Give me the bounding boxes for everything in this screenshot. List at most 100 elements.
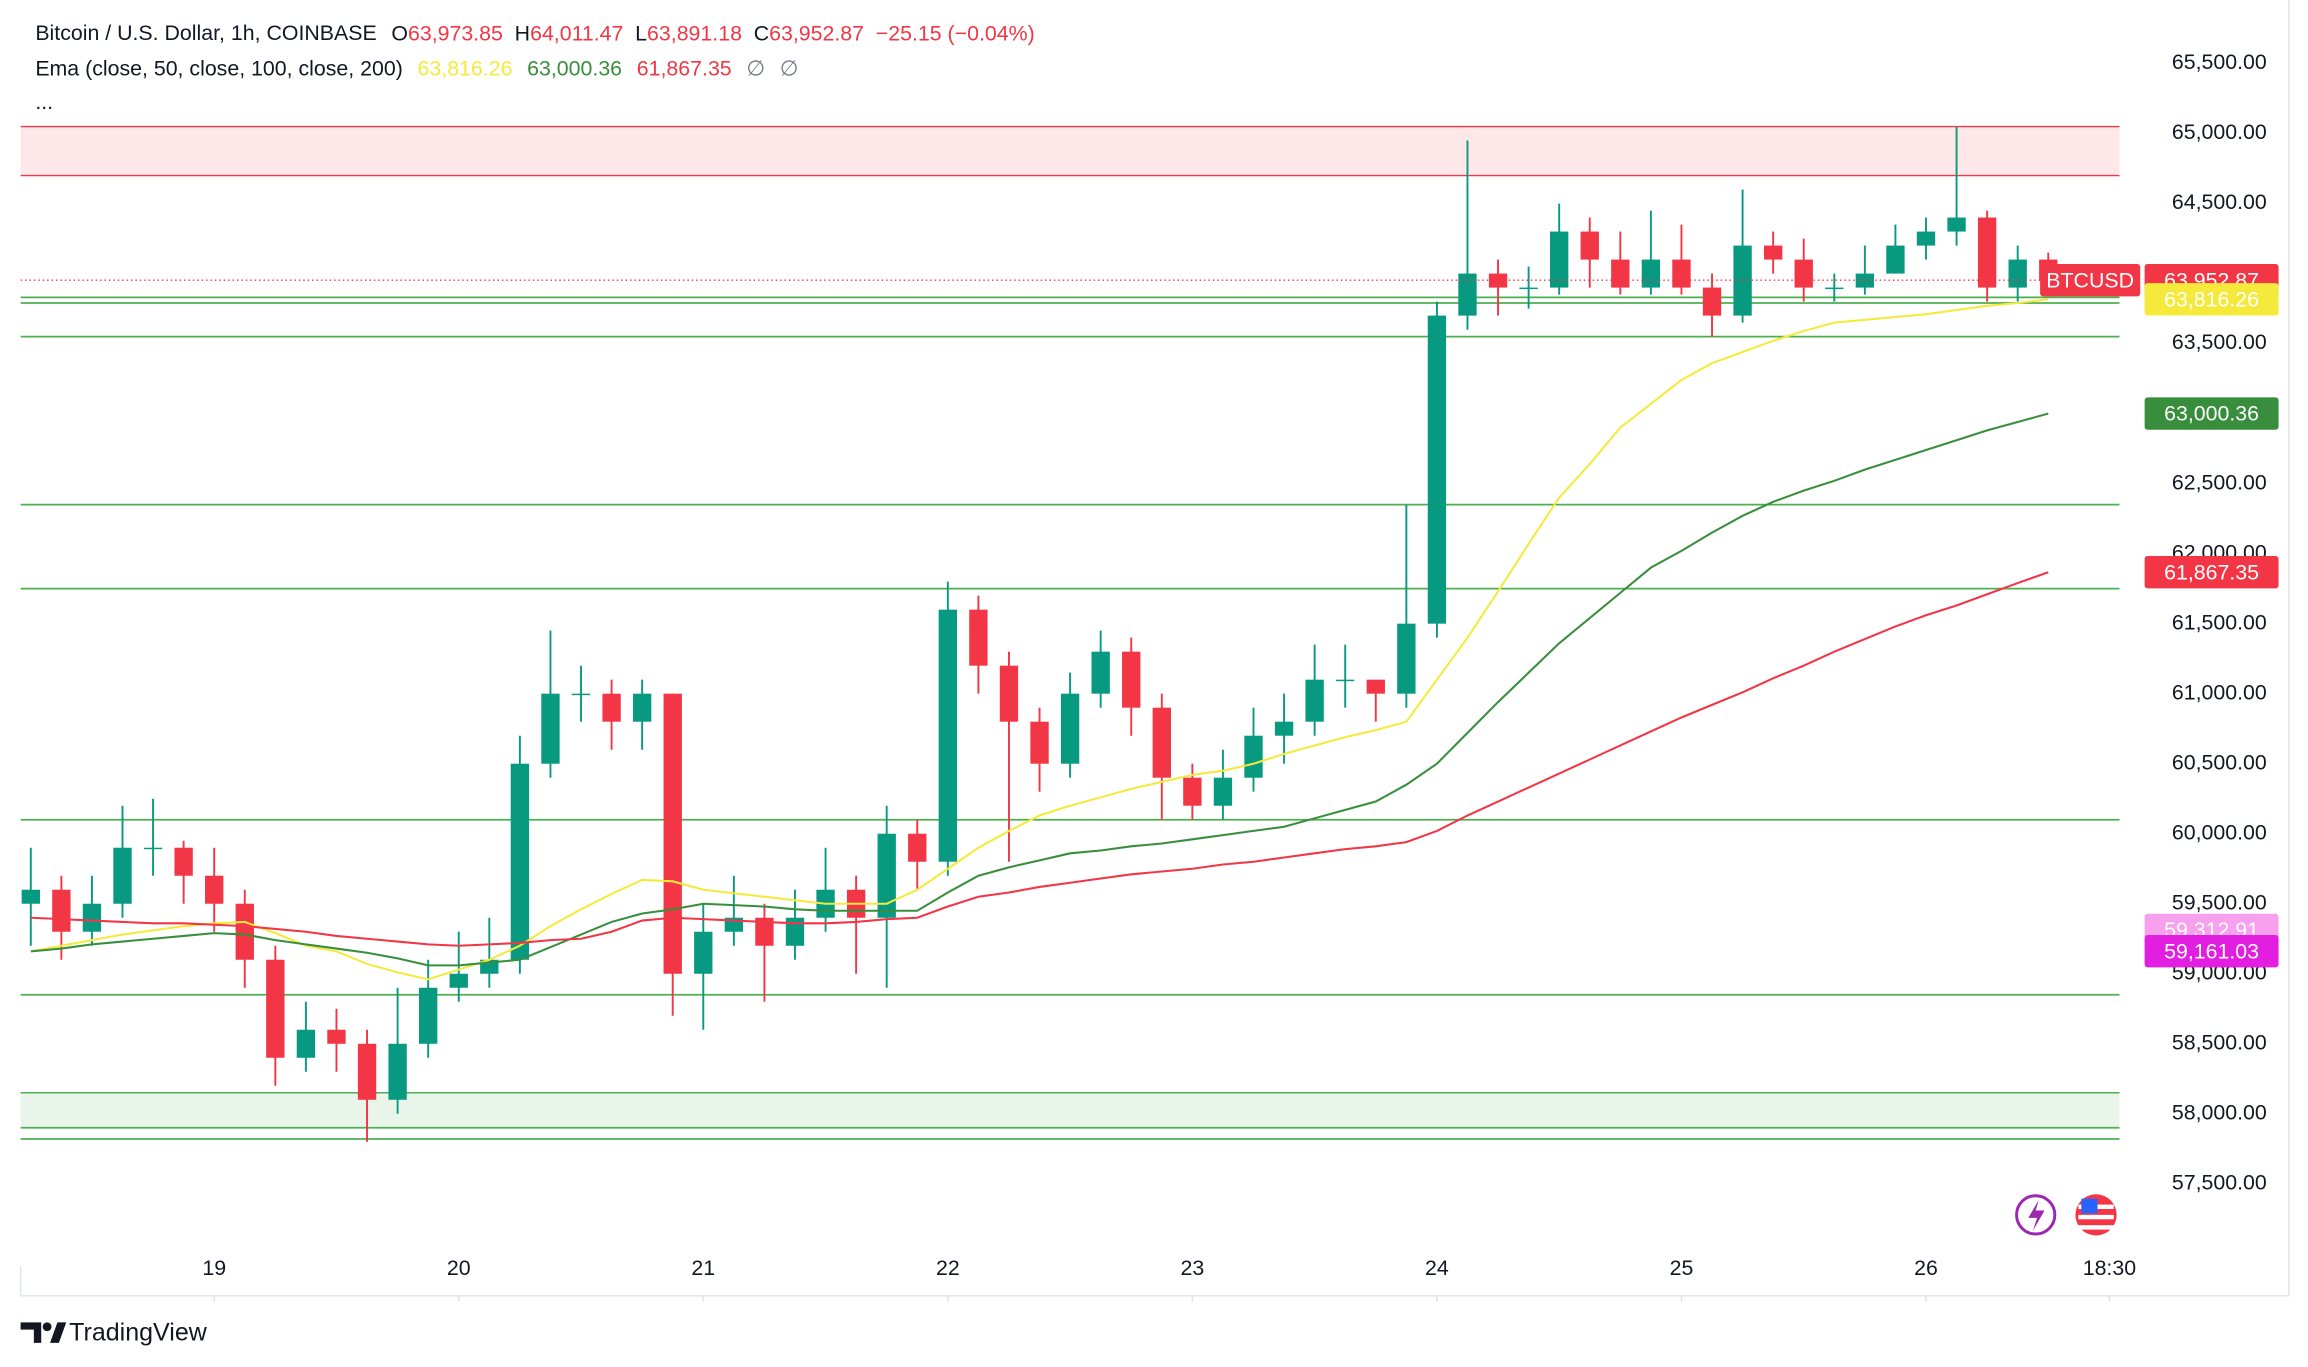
candle-body [1488,273,1508,288]
candle-body [1886,245,1905,274]
ohlc-label: C [754,21,769,45]
candle-body [52,889,71,932]
candle-body [327,1029,346,1044]
candle-body [1916,231,1936,246]
logo-dot [42,1322,52,1332]
x-tick-label: 20 [447,1256,471,1280]
candle-body [969,609,988,666]
candle-body [235,903,254,960]
candle-body [296,1029,316,1058]
ohlc-label: H [515,21,530,45]
candle-body [1060,693,1080,764]
candle-body [571,693,591,696]
brand-logo: TradingView [20,1319,208,1347]
candle-body [510,763,530,960]
y-tick-label: 57,500.00 [2172,1170,2267,1194]
candle-body [1030,721,1049,764]
x-tick-label: 23 [1181,1256,1205,1280]
candle-body [1794,259,1813,288]
brand-name: TradingView [69,1319,208,1347]
ema-tag-text: 63,000.36 [2164,402,2259,426]
y-tick-label: 60,500.00 [2172,750,2267,774]
candle-body [1122,651,1141,708]
flag-canton [2081,1198,2098,1214]
candle-body [388,1043,407,1100]
y-tick-label: 61,000.00 [2172,680,2267,704]
ohlc-value: 63,973.85 [408,21,503,45]
candle-body [602,693,621,722]
y-tick-label: 58,500.00 [2172,1030,2267,1054]
ema-line [30,298,2049,981]
ohlc-values: O63,973.85 H64,011.47 L63,891.18 C63,952.87… [391,21,1034,45]
x-tick-label: 25 [1670,1256,1694,1280]
candle-body [143,847,163,850]
ema-line [30,412,2049,967]
candle-body [1213,777,1233,806]
candle-body [1641,259,1661,288]
candle-body [785,917,805,946]
candle-body [2008,259,2027,288]
candle-body [1825,287,1844,290]
candle-body [1091,651,1110,694]
symbol-tag-bg [2040,263,2141,297]
y-tick-label: 65,000.00 [2172,120,2267,144]
y-tick-label: 64,500.00 [2172,190,2267,214]
price-zone [20,1092,2120,1128]
ema-empty: ∅ [780,56,799,80]
indicator-name: Ema (close, 50, close, 100, close, 200) [35,56,403,80]
candle-body [1763,245,1783,260]
candle-body [1397,623,1416,694]
candle-body [541,693,560,764]
symbol-title: Bitcoin / U.S. Dollar, 1h, COINBASE [35,21,376,45]
flag-stripe [2078,1225,2114,1230]
symbol-tag: BTCUSD [2040,263,2141,297]
candle-body [908,833,927,862]
x-tick-label: 18:30 [2083,1256,2137,1280]
indicator-values: 63,816.26 63,000.36 61,867.35 ∅ ∅ [418,56,799,80]
alert-tag-text: 59,161.03 [2164,939,2259,963]
price-zone [20,126,2120,176]
more-indicators: ... [35,90,53,114]
ema-tag-text: 63,816.26 [2164,287,2259,311]
candle-body [1947,217,1966,232]
price-change: −25.15 (−0.04%) [876,21,1035,45]
candle-body [1580,231,1599,260]
y-tick-label: 62,500.00 [2172,470,2267,494]
bottom-icons [2015,1194,2117,1236]
candle-body [174,847,193,876]
candle-body [663,693,682,974]
ema-tag-bg [2144,283,2279,316]
candle-body [266,959,285,1058]
x-tick-label: 26 [1914,1256,1938,1280]
candle-body [694,931,713,974]
ema-line [30,571,2049,947]
candle-body [877,833,896,918]
candle-body [21,889,40,904]
flag-stripe [2078,1214,2114,1220]
candle-body [1336,679,1355,682]
ohlc-value: 64,011.47 [530,21,623,45]
ohlc-label: L [635,21,647,45]
candle-body [1702,287,1722,316]
y-tick-label: 63,500.00 [2172,330,2267,354]
y-tick-label: 59,500.00 [2172,890,2267,914]
ema-tag: 63,000.36 [2144,397,2279,430]
candle-body [1366,679,1385,694]
candle-body [113,847,132,904]
ema-value: 63,000.36 [527,56,622,80]
y-tick-label: 58,000.00 [2172,1100,2267,1124]
candle-body [1458,273,1477,316]
ohlc-label: O [391,21,408,45]
candle-body [938,609,957,862]
candle-body [82,903,102,932]
ema-tag-bg [2144,556,2279,589]
candle-body [999,665,1019,722]
candle-body [205,875,224,904]
candle-body [1733,245,1752,316]
ema-tag-bg [2144,397,2279,430]
alert-tag: 59,161.03 [2144,935,2279,968]
lightning-glyph [2028,1200,2045,1232]
